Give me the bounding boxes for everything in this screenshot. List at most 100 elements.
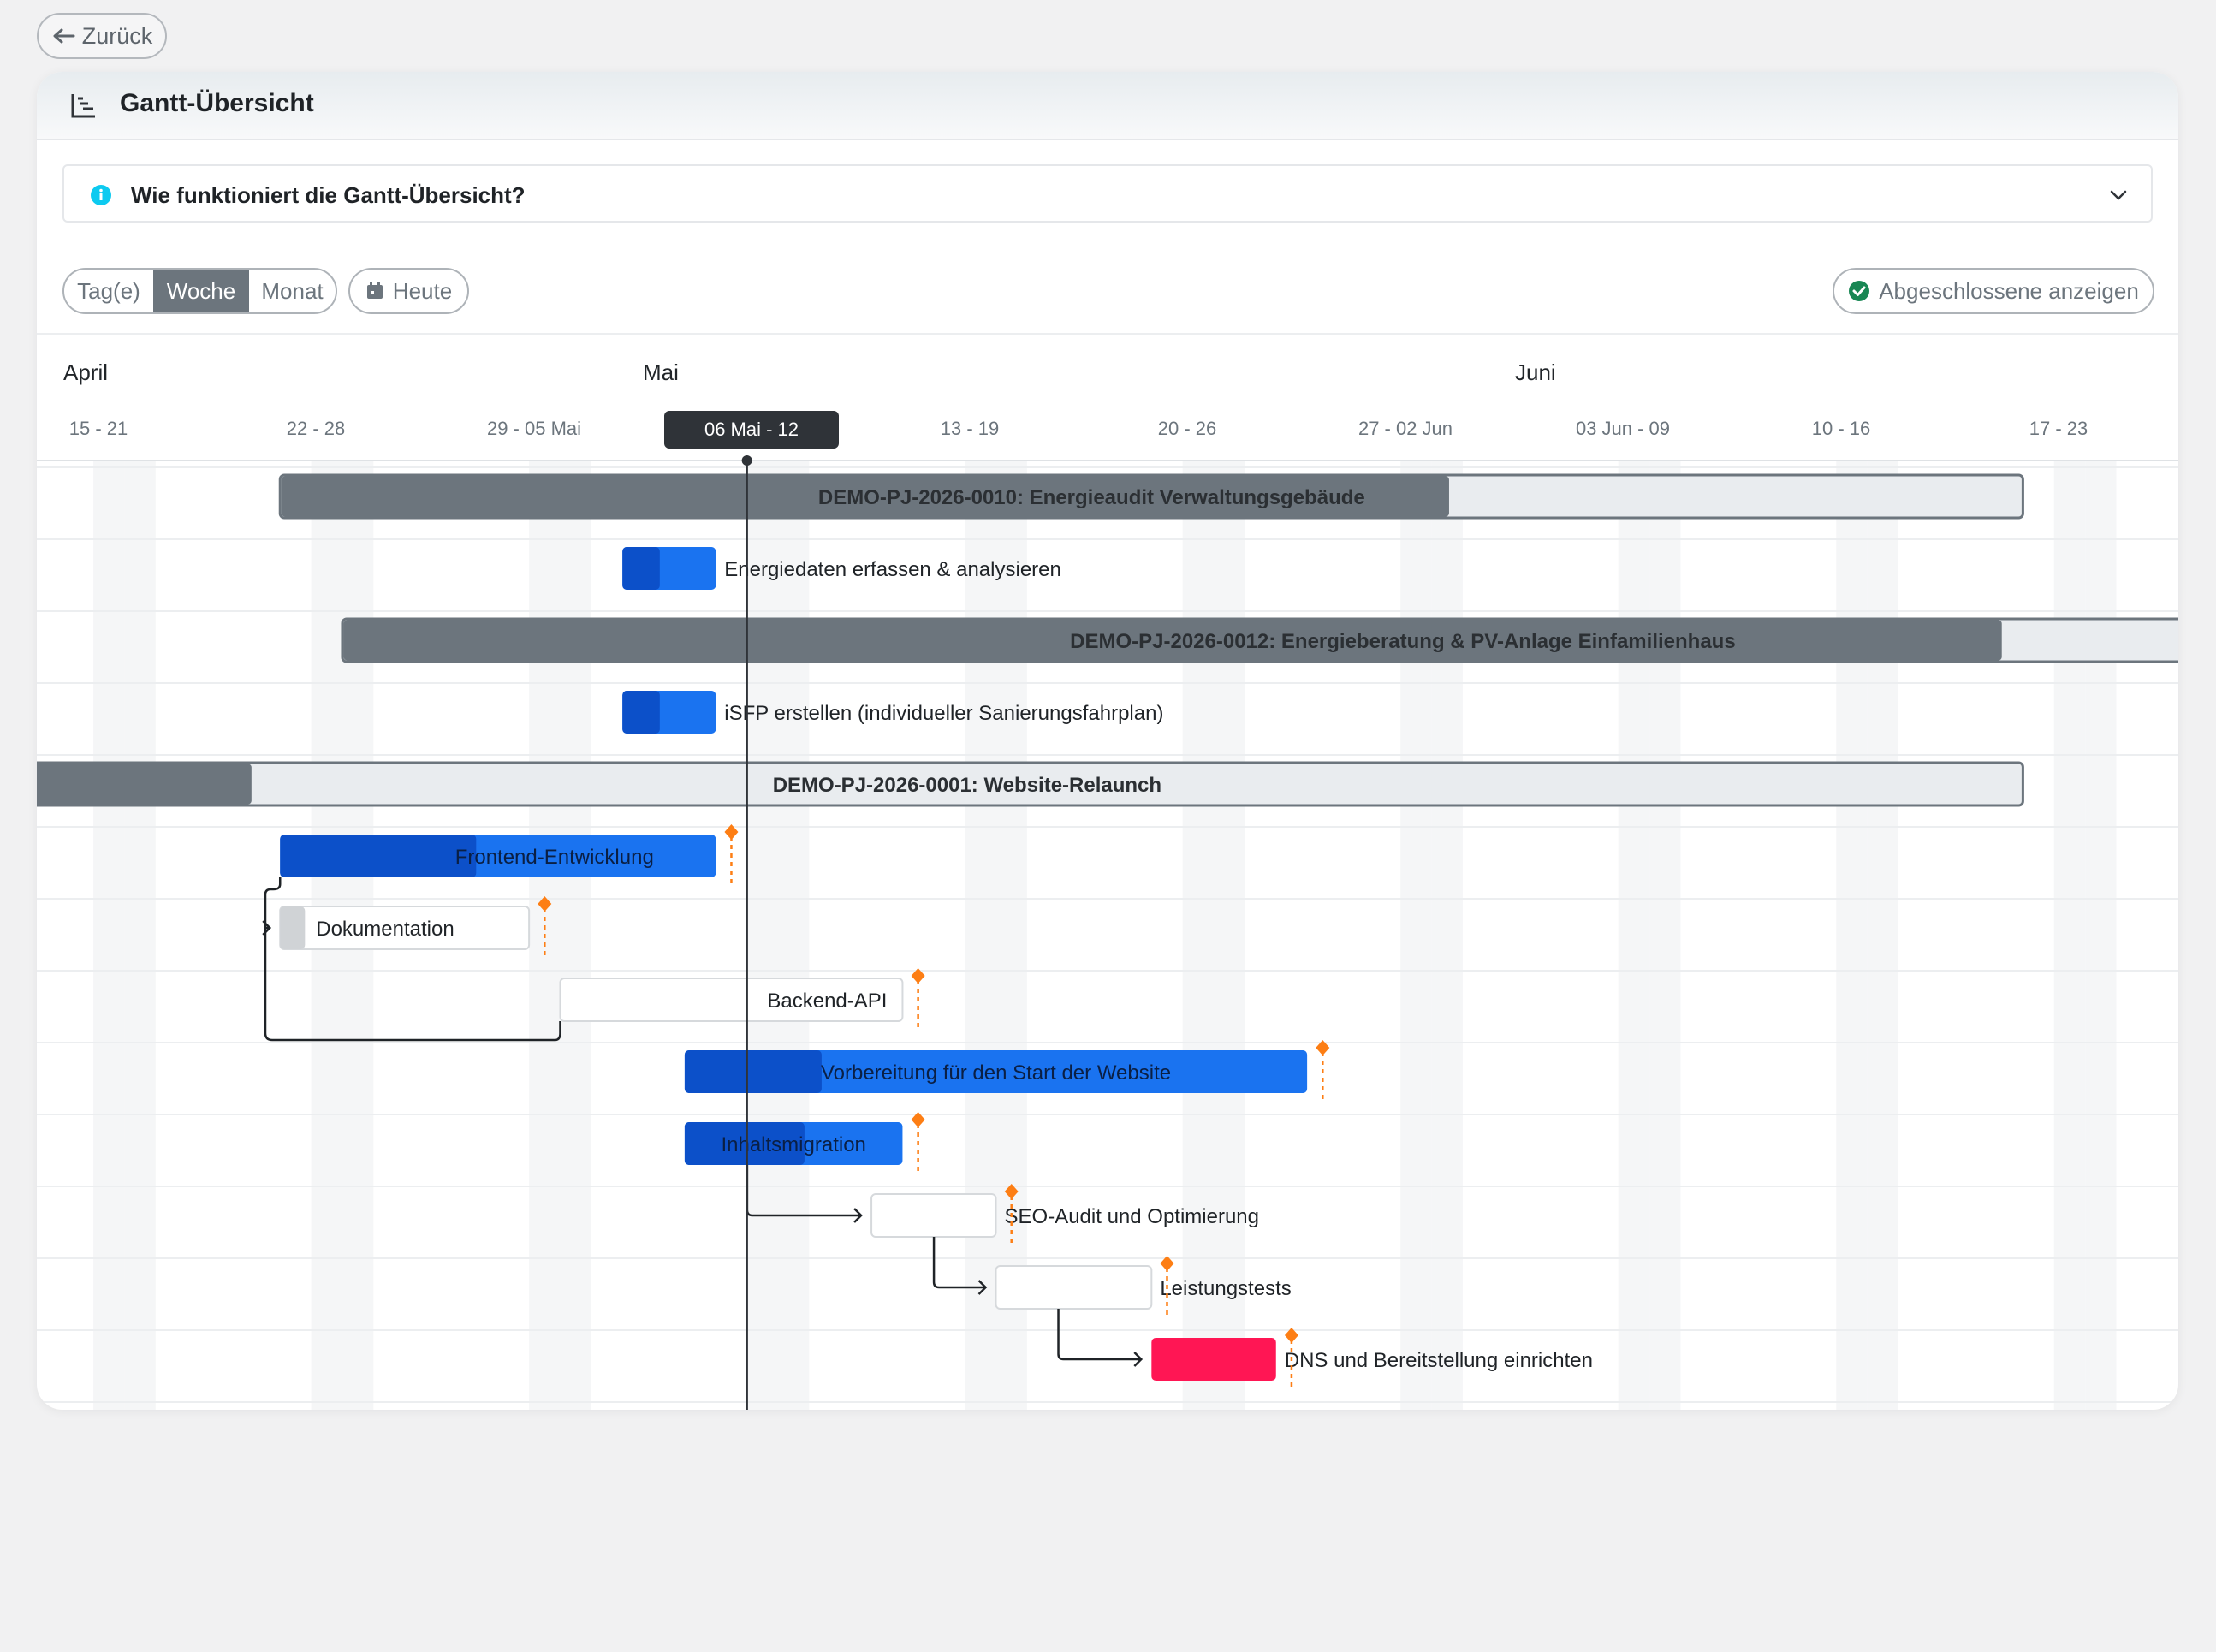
task-bar-label: iSFP erstellen (individueller Sanierungs… (724, 702, 1163, 725)
weekend-column (1618, 461, 1650, 1410)
today-button[interactable]: Heute (348, 268, 469, 314)
today-marker-dot (741, 455, 752, 466)
task-bar-progress (622, 691, 660, 734)
weekend-column (1182, 461, 1215, 1410)
weekend-column (778, 461, 810, 1410)
arrow-head-icon (853, 1208, 863, 1223)
month-label-mai: Mai (643, 360, 679, 385)
task-bar[interactable]: Vorbereitung für den Start der Website (684, 1050, 1308, 1093)
calendar-icon (366, 282, 383, 299)
project-bar-progress (281, 476, 1449, 517)
weekend-column (2085, 461, 2117, 1410)
task-bar-progress (684, 1050, 822, 1093)
week-label: 20 - 26 (1157, 418, 1217, 439)
project-bar-progress (37, 764, 252, 805)
task-bar-label: Backend-API (767, 989, 887, 1013)
view-day-button[interactable]: Tag(e) (77, 277, 140, 304)
task-bar-label: Frontend-Entwicklung (455, 846, 654, 869)
task-bar-progress (684, 1122, 805, 1165)
dependency-connector (1057, 1309, 1142, 1361)
task-bar[interactable]: SEO-Audit und Optimierung (870, 1193, 1259, 1238)
show-completed-label: Abgeschlossene anzeigen (1879, 277, 2139, 304)
page-title: Gantt-Übersicht (120, 89, 314, 117)
help-accordion[interactable]: Wie funktioniert die Gantt-Übersicht? (62, 164, 2153, 223)
weekend-column (93, 461, 125, 1410)
info-icon (91, 185, 111, 205)
deadline-diamond-icon (1284, 1328, 1298, 1343)
back-label: Zurück (81, 22, 153, 49)
task-bar[interactable]: Leistungstests (995, 1265, 1292, 1310)
project-bar-label: DEMO-PJ-2026-0012: Energieberatung & PV-… (1070, 630, 1736, 653)
toolbar-divider (37, 333, 2178, 335)
task-bar[interactable]: Backend-API (559, 978, 904, 1022)
week-label: 22 - 28 (286, 418, 346, 439)
task-bar-label: DNS und Bereitstellung einrichten (1285, 1349, 1593, 1372)
gantt-chart-icon (71, 94, 95, 118)
weekend-column (1214, 461, 1245, 1410)
week-label: 10 - 16 (1811, 418, 1871, 439)
view-mode-group: Tag(e) Woche Monat (62, 268, 337, 314)
view-month-button[interactable]: Monat (261, 277, 324, 304)
task-bar-label: Energiedaten erfassen & analysieren (724, 558, 1061, 581)
task-bar-label: Inhaltsmigration (721, 1133, 865, 1156)
weekend-column (560, 461, 591, 1410)
deadline-diamond-icon (911, 1112, 925, 1127)
task-bar-label: SEO-Audit und Optimierung (1005, 1205, 1259, 1228)
deadline-diamond-icon (724, 824, 739, 840)
week-label: 29 - 05 Mai (486, 418, 582, 439)
task-bar[interactable]: DNS und Bereitstellung einrichten (1151, 1338, 1593, 1381)
task-bar[interactable]: iSFP erstellen (individueller Sanierungs… (622, 691, 1163, 734)
dependency-connector (264, 877, 561, 1042)
help-accordion-title: Wie funktioniert die Gantt-Übersicht? (131, 182, 526, 208)
weekend-column (965, 461, 996, 1410)
check-circle-icon (1849, 281, 1870, 301)
project-bar[interactable]: DEMO-PJ-2026-0001: Website-Relaunch (37, 761, 2024, 807)
month-label-juni: Juni (1515, 360, 1556, 385)
week-label: 03 Jun - 09 (1575, 418, 1671, 439)
task-bar-body (995, 1265, 1153, 1310)
weekend-column (746, 461, 778, 1410)
card-header: Gantt-Übersicht (37, 72, 2178, 140)
task-bar[interactable]: Dokumentation (279, 906, 531, 950)
show-completed-toggle[interactable]: Abgeschlossene anzeigen (1833, 268, 2154, 314)
today-label: Heute (392, 277, 453, 304)
task-bar-progress (622, 547, 660, 590)
arrow-left-icon (53, 28, 75, 44)
project-bar[interactable]: DEMO-PJ-2026-0012: Energieberatung & PV-… (341, 617, 2178, 663)
gantt-chart: DEMO-PJ-2026-0010: Energieaudit Verwaltu… (37, 455, 2178, 1410)
weekend-column (1431, 461, 1463, 1410)
project-bar-label: DEMO-PJ-2026-0001: Website-Relaunch (773, 774, 1161, 797)
project-bar-track (37, 761, 2024, 807)
deadline-diamond-icon (1004, 1184, 1019, 1199)
task-bar-label: Vorbereitung für den Start der Website (821, 1061, 1171, 1084)
arrow-head-icon (1133, 1352, 1144, 1367)
week-label: 13 - 19 (940, 418, 1000, 439)
weekend-column (1649, 461, 1681, 1410)
weekend-column (1867, 461, 1898, 1410)
deadline-diamond-icon (1316, 1040, 1330, 1055)
weekend-column (2053, 461, 2086, 1410)
task-bar-body (1151, 1338, 1276, 1381)
deadline-diamond-icon (911, 968, 925, 983)
project-bar[interactable]: DEMO-PJ-2026-0010: Energieaudit Verwaltu… (278, 473, 2024, 520)
project-bar-label: DEMO-PJ-2026-0010: Energieaudit Verwaltu… (818, 486, 1365, 509)
project-bar-progress (343, 620, 2002, 661)
deadline-diamond-icon (1160, 1256, 1174, 1271)
task-bar-progress (280, 906, 306, 949)
task-bar[interactable]: Frontend-Entwicklung (280, 835, 716, 877)
current-week-label[interactable]: 06 Mai - 12 (664, 411, 839, 449)
task-bar-body (684, 1050, 1308, 1093)
task-bar-progress (280, 835, 477, 877)
task-bar-label: Leistungstests (1160, 1277, 1291, 1300)
task-bar-label: Dokumentation (316, 918, 454, 941)
arrow-head-icon (262, 920, 272, 936)
back-button[interactable]: Zurück (37, 13, 167, 59)
task-bar[interactable]: Inhaltsmigration (684, 1122, 903, 1165)
dependency-connector (932, 1237, 986, 1289)
task-bar[interactable]: Energiedaten erfassen & analysieren (622, 547, 1061, 590)
month-label-april: April (63, 360, 109, 385)
view-week-button[interactable]: Woche (153, 270, 249, 312)
gantt-card: Gantt-Übersicht Wie funktioniert die Gan… (37, 72, 2178, 1410)
weekend-column (1836, 461, 1868, 1410)
chevron-down-icon (2110, 190, 2127, 200)
